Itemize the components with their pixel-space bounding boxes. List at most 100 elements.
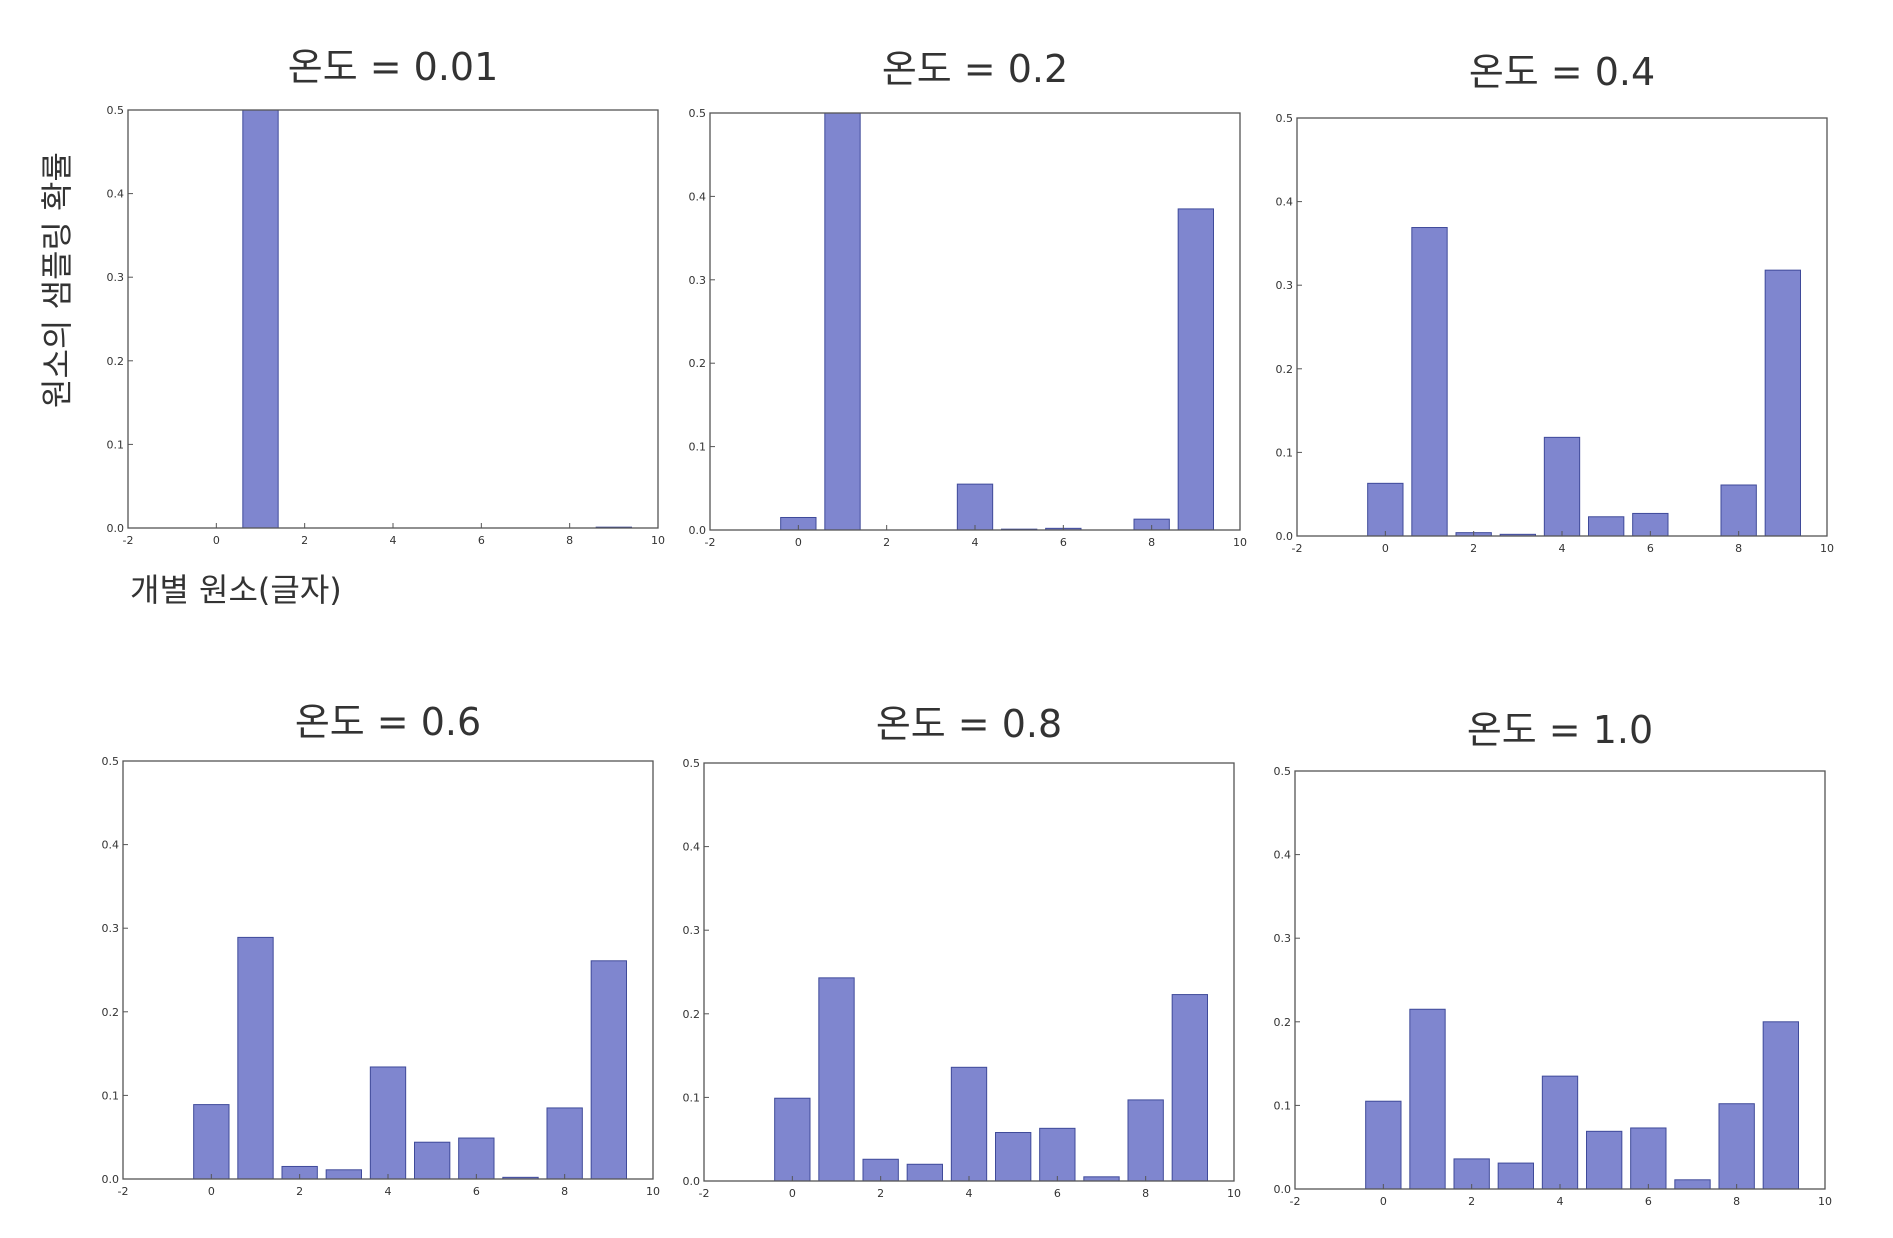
y-tick-label: 0.2 [683,1008,701,1021]
x-tick-label: -2 [705,536,716,549]
y-tick-label: 0.4 [102,839,120,852]
x-tick-label: 0 [1382,542,1389,555]
y-tick-label: 0.5 [1276,112,1294,125]
y-tick-label: 0.1 [102,1089,120,1102]
figure-x-axis-label: 개별 원소(글자) [130,571,342,609]
bar [1630,1127,1667,1190]
subplot-title: 온도 = 1.0 [1467,708,1653,752]
x-tick-label: 8 [1142,1187,1149,1200]
y-tick-label: 0.1 [683,1091,701,1104]
bar [950,1066,988,1182]
bar [1543,436,1581,537]
x-tick-label: 4 [972,536,979,549]
y-tick-label: 0.3 [683,924,701,937]
y-tick-label: 0.5 [683,757,701,770]
x-tick-label: 2 [877,1187,884,1200]
bar [995,1132,1032,1182]
bar [1409,1008,1446,1190]
y-tick-label: 0.4 [1274,849,1292,862]
x-tick-label: 6 [1645,1195,1652,1208]
y-tick-label: 0.3 [102,922,120,935]
x-tick-label: 0 [789,1187,796,1200]
subplot-title: 온도 = 0.4 [1469,50,1655,94]
x-tick-label: 10 [1233,536,1247,549]
x-tick-label: -2 [123,534,134,547]
bar [1541,1075,1579,1190]
y-tick-label: 0.3 [1276,279,1294,292]
bar [1764,269,1801,537]
x-tick-label: 6 [1647,542,1654,555]
bar [1453,1158,1490,1190]
subplot-panel: 온도 = 0.01 -2 0 2 4 6 8 10 0.0 0.1 0.2 0.3 0.4 0.5 [107,45,666,547]
x-tick-label: 4 [966,1187,973,1200]
bar [193,1104,230,1180]
y-tick-label: 0.0 [107,522,125,535]
x-tick-label: 10 [646,1185,660,1198]
bar [818,977,855,1182]
x-tick-label: 6 [473,1185,480,1198]
x-tick-label: 10 [1818,1195,1832,1208]
bar [774,1097,811,1182]
bar [1171,994,1208,1182]
y-tick-label: 0.2 [102,1006,120,1019]
x-tick-label: 2 [1470,542,1477,555]
bar [1127,1099,1164,1182]
x-tick-label: 8 [1148,536,1155,549]
y-tick-label: 0.1 [1276,446,1294,459]
y-tick-label: 0.0 [1274,1183,1292,1196]
x-tick-label: 2 [301,534,308,547]
subplot-title: 온도 = 0.6 [295,700,481,744]
y-tick-label: 0.0 [689,524,707,537]
y-tick-label: 0.2 [107,355,125,368]
x-tick-label: 6 [1054,1187,1061,1200]
subplot-title: 온도 = 0.01 [288,45,499,89]
bar [824,112,861,531]
x-tick-label: 6 [1060,536,1067,549]
x-tick-label: 4 [1557,1195,1564,1208]
x-tick-label: 8 [561,1185,568,1198]
x-tick-label: 0 [1380,1195,1387,1208]
y-tick-label: 0.4 [683,841,701,854]
subplot-panel: 온도 = 0.4 -2 0 2 4 6 8 10 0.0 0.1 0.2 0.3 0.4 0.5 [1276,50,1835,555]
bar [458,1137,495,1180]
y-tick-label: 0.2 [1276,363,1294,376]
bar [325,1169,362,1180]
bar [1674,1179,1711,1190]
bar [237,936,274,1180]
subplot-grid: 온도 = 0.01 -2 0 2 4 6 8 10 0.0 0.1 0.2 0.3 0.4 0.5 온도 =… [102,45,1835,1208]
y-tick-label: 0.0 [102,1173,120,1186]
bar [956,483,994,531]
x-tick-label: -2 [1292,542,1303,555]
y-tick-label: 0.2 [689,357,707,370]
bar [590,960,628,1180]
x-tick-label: 8 [566,534,573,547]
y-tick-label: 0.3 [689,274,707,287]
subplot-panel: 온도 = 1.0 -2 0 2 4 6 8 10 0.0 0.1 0.2 0.3 0.4 0.5 [1274,708,1833,1208]
x-tick-label: 4 [1559,542,1566,555]
x-tick-label: 10 [1227,1187,1241,1200]
subplot-title: 온도 = 0.2 [882,47,1068,91]
bar [242,109,279,529]
bar [546,1107,583,1180]
bar [414,1141,451,1180]
y-tick-label: 0.4 [107,188,125,201]
y-tick-label: 0.1 [689,441,707,454]
bar [1586,1130,1623,1190]
y-tick-label: 0.1 [1274,1099,1292,1112]
subplot-panel: 온도 = 0.8 -2 0 2 4 6 8 10 0.0 0.1 0.2 0.3 0.4 0.5 [683,702,1242,1200]
y-tick-label: 0.4 [1276,196,1294,209]
x-tick-label: 8 [1733,1195,1740,1208]
subplot-panel: 온도 = 0.2 -2 0 2 4 6 8 10 0.0 0.1 0.2 0.3 0.4 0.5 [689,47,1248,549]
bar [1762,1021,1799,1190]
x-tick-label: 6 [478,534,485,547]
y-tick-label: 0.5 [689,107,707,120]
bar [1497,1162,1534,1190]
y-tick-label: 0.3 [107,271,125,284]
x-tick-label: 2 [296,1185,303,1198]
y-tick-label: 0.2 [1274,1016,1292,1029]
x-tick-label: 10 [1820,542,1834,555]
x-tick-label: 0 [213,534,220,547]
bar [1720,484,1757,537]
bar [1039,1127,1076,1182]
